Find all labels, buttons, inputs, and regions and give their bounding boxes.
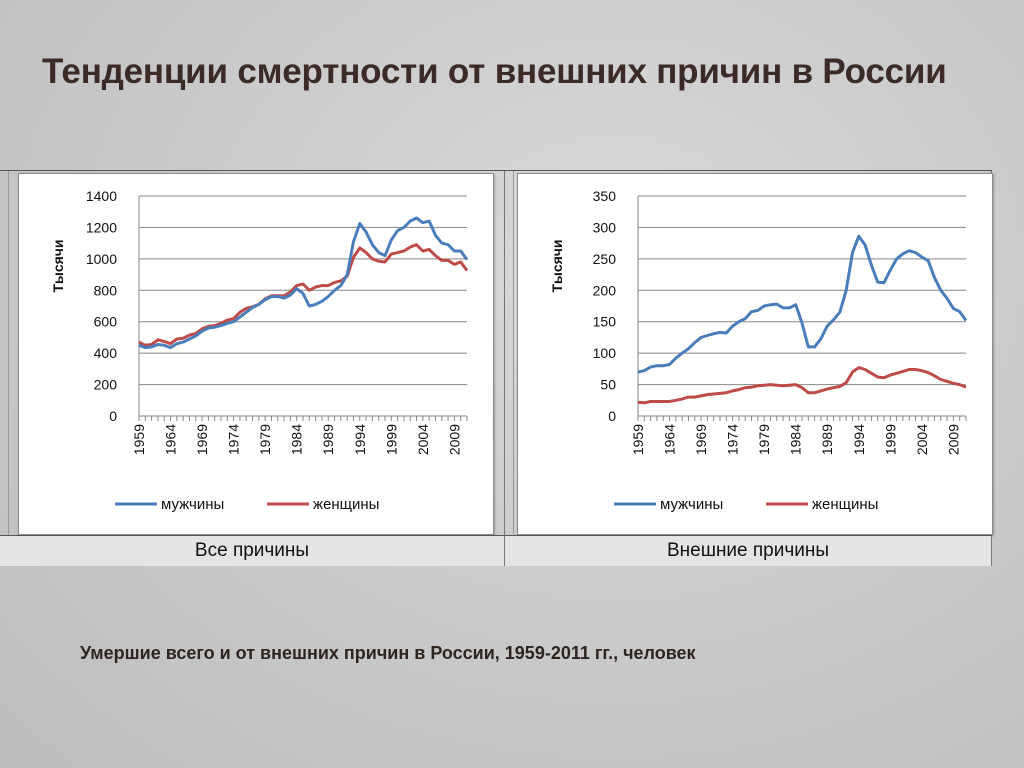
chart-cell-external-causes: 0 50 100 150 200 250 300 350 1959 1964 1969 1974 197… [505,171,993,535]
all-causes-ytick-200: 200 [94,377,118,393]
all-causes-xtick-1994: 1994 [352,424,368,455]
panel-label-external-causes: Внешние причины [505,535,992,566]
external-causes-ytick-300: 300 [593,219,617,235]
external-causes-ytick-50: 50 [600,377,616,393]
all-causes-ytick-800: 800 [94,282,118,298]
all-causes-xtick-1959: 1959 [131,424,147,455]
external-causes-xtick-1969: 1969 [693,424,709,455]
all-causes-xtick-1969: 1969 [194,424,210,455]
external-causes-ytick-250: 250 [593,251,617,267]
chart-cell-all-causes: 0 200 400 600 800 1000 1200 1400 1959 1964 1969 197… [0,171,505,535]
external-causes-ytick-0: 0 [608,408,616,424]
external-causes-ytick-100: 100 [593,345,617,361]
external-causes-ylabel: Тысячи [549,239,565,292]
all-causes-ylabel: Тысячи [50,239,66,292]
all-causes-xtick-1989: 1989 [320,424,336,455]
all-causes-xtick-2009: 2009 [446,424,462,455]
chart-external-causes: 0 50 100 150 200 250 300 350 1959 1964 1969 1974 197… [549,188,968,513]
figure-caption: Умершие всего и от внешних причин в Росс… [80,643,696,663]
all-causes-series-women-line [138,243,469,347]
all-causes-ytick-400: 400 [94,345,118,361]
external-causes-legend-label-women: женщины [812,496,878,513]
panel-label-all-causes: Все причины [0,535,505,566]
all-causes-series-men-line [138,216,469,350]
all-causes-ytick-1200: 1200 [86,219,117,235]
chart-frame-all-causes: 0 200 400 600 800 1000 1200 1400 1959 1964 1969 197… [18,173,494,535]
all-causes-ytick-600: 600 [94,314,118,330]
all-causes-ytick-0: 0 [109,408,117,424]
external-causes-xtick-1984: 1984 [788,424,804,455]
all-causes-xtick-1999: 1999 [383,424,399,455]
all-causes-xtick-1979: 1979 [257,424,273,455]
all-causes-ytick-1400: 1400 [86,188,117,204]
table-edge-right [513,171,514,535]
chart-frame-external-causes: 0 50 100 150 200 250 300 350 1959 1964 1969 1974 197… [517,173,993,535]
page-title: Тенденции смертности от внешних причин в… [42,52,947,91]
chart-all-causes: 0 200 400 600 800 1000 1200 1400 1959 1964 1969 197… [50,188,469,513]
external-causes-ytick-350: 350 [593,188,617,204]
all-causes-xtick-1984: 1984 [289,424,305,455]
all-causes-legend-label-women: женщины [313,496,379,513]
external-causes-xtick-1989: 1989 [819,424,835,455]
all-causes-ytick-1000: 1000 [86,251,117,267]
external-causes-ytick-150: 150 [593,314,617,330]
external-causes-xtick-1964: 1964 [662,424,678,455]
external-causes-xtick-2009: 2009 [945,424,961,455]
table-edge-left [8,171,9,535]
external-causes-xtick-1974: 1974 [725,424,741,455]
charts-table: 0 200 400 600 800 1000 1200 1400 1959 1964 1969 197… [0,170,993,566]
external-causes-xtick-1959: 1959 [630,424,646,455]
all-causes-xtick-1974: 1974 [226,424,242,455]
all-causes-xtick-1964: 1964 [163,424,179,455]
all-causes-xtick-2004: 2004 [415,424,431,455]
external-causes-series-men-line [637,234,968,374]
external-causes-series-women-line [637,366,967,405]
external-causes-xtick-1979: 1979 [756,424,772,455]
external-causes-xtick-2004: 2004 [914,424,930,455]
external-causes-legend-label-men: мужчины [660,496,723,513]
external-causes-ytick-200: 200 [593,282,617,298]
external-causes-xtick-1994: 1994 [851,424,867,455]
all-causes-legend-label-men: мужчины [161,496,224,513]
external-causes-xtick-1999: 1999 [882,424,898,455]
